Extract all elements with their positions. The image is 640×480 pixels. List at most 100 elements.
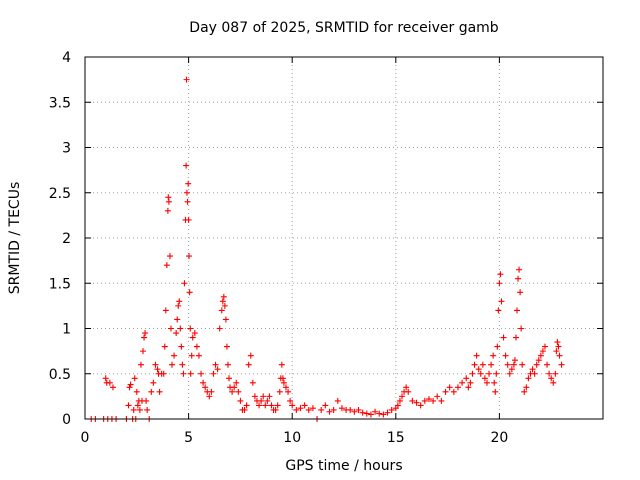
data-point xyxy=(109,384,116,391)
data-point xyxy=(165,198,172,205)
data-point xyxy=(185,216,192,223)
data-point xyxy=(497,271,504,278)
data-point xyxy=(127,381,134,388)
data-point xyxy=(326,408,333,415)
y-tick-label: 2.5 xyxy=(49,186,71,202)
data-point xyxy=(210,370,217,377)
data-point xyxy=(293,406,300,413)
y-tick-label: 3 xyxy=(62,141,71,157)
data-point xyxy=(481,375,488,382)
data-point xyxy=(491,379,498,386)
tick-labels: 0 5 10 15 20 0 0.5 1 1.5 2 2.5 3 3.5 4 xyxy=(49,50,509,446)
data-point xyxy=(338,405,345,412)
data-point xyxy=(272,406,279,413)
data-point xyxy=(188,352,195,359)
data-point xyxy=(518,325,525,332)
data-point xyxy=(278,361,285,368)
data-point xyxy=(413,399,420,406)
data-point xyxy=(102,375,109,382)
data-point xyxy=(372,408,379,415)
data-point xyxy=(222,316,229,323)
data-point xyxy=(384,409,391,416)
data-point xyxy=(154,366,161,373)
y-tick-label: 0.5 xyxy=(49,367,71,383)
data-point xyxy=(220,293,227,300)
data-point xyxy=(396,397,403,404)
data-point xyxy=(541,343,548,350)
data-point xyxy=(183,76,190,83)
data-point xyxy=(548,375,555,382)
data-point xyxy=(504,361,511,368)
data-point xyxy=(289,402,296,409)
data-point xyxy=(226,375,233,382)
data-point xyxy=(181,280,188,287)
data-point xyxy=(495,307,502,314)
data-point xyxy=(533,361,540,368)
data-point xyxy=(130,406,137,413)
data-point xyxy=(237,397,244,404)
data-point xyxy=(531,370,538,377)
data-point xyxy=(169,361,176,368)
data-point xyxy=(274,402,281,409)
data-point xyxy=(438,397,445,404)
data-point xyxy=(376,410,383,417)
data-point xyxy=(165,194,172,201)
data-point xyxy=(519,361,526,368)
data-point xyxy=(171,352,178,359)
x-tick-label: 10 xyxy=(283,430,301,446)
data-point xyxy=(334,397,341,404)
data-point xyxy=(152,361,159,368)
data-point xyxy=(380,411,387,418)
data-point xyxy=(185,180,192,187)
data-point xyxy=(206,393,213,400)
data-point xyxy=(553,348,560,355)
data-point xyxy=(241,406,248,413)
y-tick-label: 4 xyxy=(62,50,71,66)
data-point xyxy=(174,316,181,323)
data-point xyxy=(143,397,150,404)
data-point xyxy=(150,379,157,386)
data-point xyxy=(186,289,193,296)
data-point xyxy=(224,361,231,368)
data-point xyxy=(492,388,499,395)
data-point xyxy=(160,370,167,377)
data-point xyxy=(198,370,205,377)
data-point xyxy=(256,402,263,409)
data-point xyxy=(179,361,186,368)
data-point xyxy=(425,396,432,403)
data-point xyxy=(544,361,551,368)
data-point xyxy=(490,352,497,359)
x-tick-label: 15 xyxy=(387,430,405,446)
data-point xyxy=(330,406,337,413)
data-point xyxy=(166,253,173,260)
data-point xyxy=(459,379,466,386)
data-point xyxy=(403,384,410,391)
data-point xyxy=(555,343,562,350)
data-point xyxy=(554,339,561,346)
scatter-points xyxy=(88,76,565,422)
data-point xyxy=(173,330,180,337)
data-point xyxy=(488,361,495,368)
data-point xyxy=(216,325,223,332)
plot-frame xyxy=(84,56,604,420)
data-point xyxy=(535,357,542,364)
data-point xyxy=(178,343,185,350)
data-point xyxy=(506,370,513,377)
gridlines xyxy=(85,57,603,419)
data-point xyxy=(187,325,194,332)
data-point xyxy=(214,366,221,373)
data-point xyxy=(200,379,207,386)
data-point xyxy=(202,384,209,391)
data-point xyxy=(164,207,171,214)
data-point xyxy=(162,307,169,314)
data-point xyxy=(417,402,424,409)
x-axis-label: GPS time / hours xyxy=(285,458,402,474)
data-point xyxy=(140,348,147,355)
data-point xyxy=(309,405,316,412)
data-point xyxy=(363,410,370,417)
data-point xyxy=(180,370,187,377)
data-point xyxy=(297,405,304,412)
data-point xyxy=(167,325,174,332)
data-point xyxy=(529,366,536,373)
data-point xyxy=(550,379,557,386)
